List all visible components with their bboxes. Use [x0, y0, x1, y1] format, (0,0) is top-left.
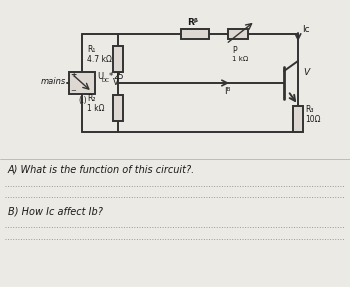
- Text: U: U: [97, 72, 103, 81]
- Text: Iᴮ: Iᴮ: [224, 87, 231, 96]
- Text: mains: mains: [41, 77, 66, 86]
- Text: Ic: Ic: [302, 25, 310, 34]
- Text: V: V: [303, 68, 309, 77]
- Bar: [69, 72, 95, 94]
- Bar: [181, 29, 209, 39]
- Text: R₂
1 kΩ: R₂ 1 kΩ: [87, 94, 105, 113]
- Text: +: +: [70, 70, 76, 79]
- Bar: [113, 46, 123, 71]
- Text: DC: DC: [102, 78, 110, 83]
- Text: 1 kΩ: 1 kΩ: [232, 56, 248, 62]
- Bar: [228, 29, 248, 39]
- Text: *: *: [109, 72, 113, 81]
- Text: P: P: [232, 46, 237, 55]
- Bar: [293, 106, 303, 131]
- Text: A) What is the function of this circuit?.: A) What is the function of this circuit?…: [8, 165, 195, 175]
- Text: Rᵝ: Rᵝ: [187, 18, 198, 27]
- Bar: [113, 94, 123, 121]
- Text: (ι): (ι): [78, 96, 87, 105]
- Text: B) How Ic affect Ib?: B) How Ic affect Ib?: [8, 207, 103, 217]
- Text: R₁
4.7 kΩ: R₁ 4.7 kΩ: [87, 45, 112, 64]
- Text: R₃
10Ω: R₃ 10Ω: [305, 105, 321, 124]
- Text: −: −: [70, 88, 76, 94]
- Text: 25: 25: [113, 72, 124, 81]
- Text: V: V: [113, 78, 119, 87]
